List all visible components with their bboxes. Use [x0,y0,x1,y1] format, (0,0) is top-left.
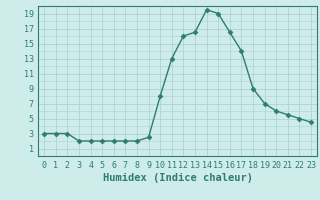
X-axis label: Humidex (Indice chaleur): Humidex (Indice chaleur) [103,173,252,183]
